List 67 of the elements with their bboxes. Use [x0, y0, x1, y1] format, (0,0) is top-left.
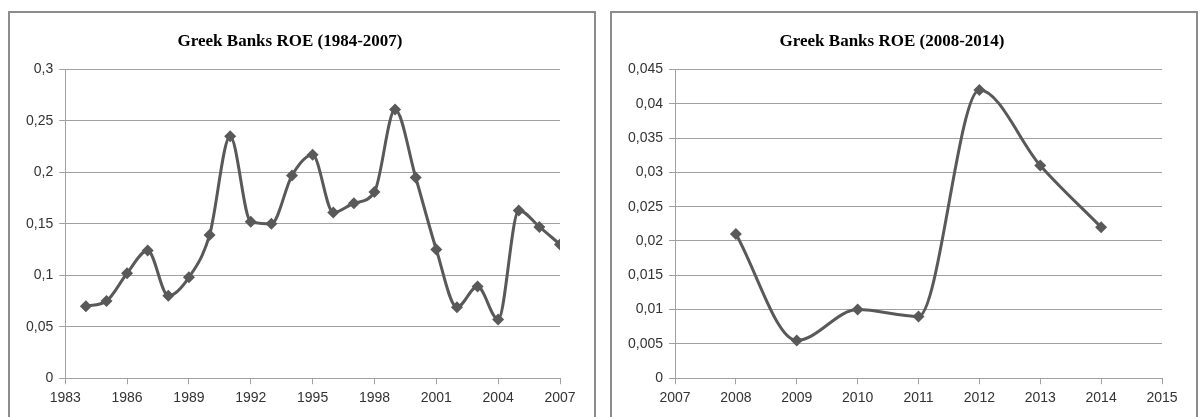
point [912, 310, 925, 323]
point [973, 83, 986, 96]
y-tick-label: 0,1 [33, 266, 54, 283]
point [79, 300, 92, 313]
point [492, 313, 505, 326]
point [244, 215, 257, 228]
x-tick-label: 2010 [842, 389, 874, 406]
x-tick-label: 1992 [235, 389, 267, 406]
y-tick-label: 0,03 [635, 163, 664, 180]
chart-title: Greek Banks ROE (2008-2014) [779, 30, 1005, 50]
y-tick-label: 0,035 [627, 128, 664, 145]
y-tick-label: 0,15 [26, 214, 54, 231]
point [851, 303, 864, 316]
point [368, 185, 381, 198]
x-tick-label: 1986 [111, 389, 143, 406]
x-tick-label: 2009 [781, 389, 813, 406]
point [729, 228, 742, 241]
x-tick-label: 2011 [903, 389, 934, 406]
point [162, 289, 175, 302]
y-tick-label: 0,04 [635, 94, 664, 111]
chart-title: Greek Banks ROE (1984-2007) [177, 30, 403, 50]
point [265, 217, 278, 230]
point [1095, 221, 1108, 234]
point [533, 220, 546, 233]
point [100, 295, 113, 307]
point [389, 103, 402, 116]
x-tick-label: 2015 [1146, 389, 1178, 406]
point [1034, 159, 1047, 172]
x-tick-label: 2012 [963, 389, 996, 406]
point [327, 206, 340, 219]
x-tick-label: 1995 [297, 389, 329, 406]
point [203, 229, 216, 242]
point [471, 280, 484, 293]
x-tick-label: 1998 [358, 389, 391, 406]
y-tick-label: 0,005 [627, 334, 664, 351]
y-tick-label: 0,2 [33, 163, 54, 180]
point [141, 244, 154, 257]
point [182, 271, 195, 284]
point [286, 169, 299, 182]
x-tick-label: 2001 [420, 389, 453, 406]
point [347, 197, 360, 210]
y-tick-label: 0,015 [627, 266, 664, 283]
point [306, 148, 319, 161]
x-tick-label: 2004 [482, 389, 514, 406]
x-tick-label: 1989 [173, 389, 205, 406]
y-tick-label: 0,05 [26, 317, 54, 334]
point [224, 130, 237, 143]
y-tick-label: 0,3 [33, 60, 54, 77]
x-tick-label: 2007 [659, 389, 691, 406]
y-tick-label: 0 [45, 369, 54, 386]
point [121, 267, 134, 280]
x-tick-label: 1983 [49, 389, 82, 406]
point [450, 301, 463, 314]
x-tick-label: 2007 [544, 389, 576, 406]
point [790, 334, 803, 347]
x-tick-label: 2013 [1024, 389, 1057, 406]
x-tick-label: 2008 [720, 389, 752, 406]
point [512, 204, 525, 217]
y-tick-label: 0,25 [26, 111, 54, 128]
point [430, 243, 443, 256]
y-tick-label: 0,025 [627, 197, 664, 214]
y-tick-label: 0 [655, 369, 664, 386]
y-tick-label: 0,02 [635, 231, 664, 248]
y-tick-label: 0,01 [635, 300, 664, 317]
point [409, 171, 422, 184]
x-tick-label: 2014 [1085, 389, 1117, 406]
y-tick-label: 0,045 [627, 60, 664, 77]
